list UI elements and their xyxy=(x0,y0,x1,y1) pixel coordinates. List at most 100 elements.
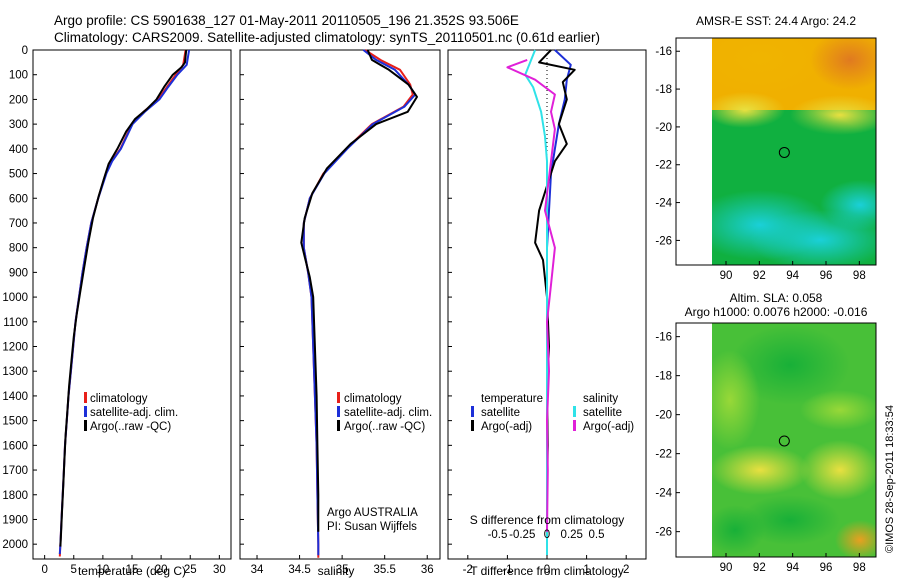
s-tick-label: -0.25 xyxy=(509,529,535,541)
x-tick-label: 5 xyxy=(71,564,77,576)
legend-label: climatology xyxy=(90,393,148,405)
x-tick-label: 2 xyxy=(623,564,629,576)
lon-tick-label: 92 xyxy=(753,562,766,574)
difference-series xyxy=(506,49,576,559)
s-tick-label: 0.5 xyxy=(589,529,605,541)
difference-legend: temperature salinity satellite Argo(-adj… xyxy=(471,393,634,433)
sst-map-title: AMSR-E SST: 24.4 Argo: 24.2 xyxy=(696,14,856,28)
lon-tick-label: 94 xyxy=(786,562,799,574)
salinity-panel-frame xyxy=(239,49,441,560)
x-tick-label: 35 xyxy=(336,564,349,576)
x-tick-label: -2 xyxy=(463,564,473,576)
sst-map-frame xyxy=(675,37,877,266)
legend-title-temperature: temperature xyxy=(481,393,543,405)
lat-tick-label: -20 xyxy=(655,122,672,134)
lat-tick-label: -24 xyxy=(655,198,672,210)
legend-label: climatology xyxy=(344,393,402,405)
depth-tick-label: 1700 xyxy=(2,465,28,477)
sla-map-subtitle: Argo h1000: 0.0076 h2000: -0.016 xyxy=(685,305,868,319)
legend-title-salinity: salinity xyxy=(583,393,618,405)
x-tick-label: 20 xyxy=(155,564,168,576)
s-tick-label: 0.25 xyxy=(561,529,583,541)
legend-swatch-s-argo xyxy=(573,420,576,431)
argo-position-marker xyxy=(778,435,790,447)
series-line xyxy=(524,49,548,556)
lon-tick-label: 94 xyxy=(786,270,799,282)
x-tick-label: 0 xyxy=(544,564,550,576)
depth-tick-label: 1500 xyxy=(2,416,28,428)
depth-tick-label: 500 xyxy=(9,169,28,181)
series-line xyxy=(59,49,188,547)
x-tick-label: 34.5 xyxy=(288,564,310,576)
legend-swatch-t-satellite xyxy=(471,406,474,417)
depth-tick-label: 1100 xyxy=(3,317,28,329)
legend-label: Argo(..raw -QC) xyxy=(90,421,171,433)
depth-tick-label: 700 xyxy=(9,218,28,230)
x-tick-label: 35.5 xyxy=(373,564,395,576)
lon-tick-label: 98 xyxy=(853,562,866,574)
depth-tick-label: 2000 xyxy=(2,539,28,551)
header-line-1: Argo profile: CS 5901638_127 01-May-2011… xyxy=(54,13,519,28)
legend-label: satellite-adj. clim. xyxy=(344,407,432,419)
depth-tick-label: 1200 xyxy=(2,342,28,354)
legend-swatch-s-satellite xyxy=(573,406,576,417)
lat-tick-label: -16 xyxy=(655,332,672,344)
annotation-pi: PI: Susan Wijffels xyxy=(327,521,417,533)
x-tick-label: 34 xyxy=(251,564,264,576)
difference-x-ticks: -2 -1 0 1 2 -0.5 -0.25 0 0.25 0.5 xyxy=(463,529,630,576)
depth-tick-label: 100 xyxy=(9,70,28,82)
lon-tick-label: 90 xyxy=(720,562,733,574)
salinity-x-ticks: 34 34.5 35 35.5 36 xyxy=(251,555,434,576)
x-tick-label: -1 xyxy=(502,564,512,576)
series-line xyxy=(302,49,417,556)
depth-tick-label: 1300 xyxy=(2,366,28,378)
legend-swatch-satellite xyxy=(84,406,87,417)
depth-tick-label: 900 xyxy=(9,267,28,279)
lat-tick-label: -18 xyxy=(655,84,672,96)
series-line xyxy=(302,49,414,558)
depth-tick-label: 1000 xyxy=(2,292,28,304)
lon-tick-label: 96 xyxy=(820,562,833,574)
x-tick-label: 36 xyxy=(421,564,434,576)
depth-tick-label: 1800 xyxy=(2,490,28,502)
legend-swatch-satellite xyxy=(337,406,340,417)
x-tick-label: 15 xyxy=(126,564,139,576)
temperature-x-ticks: 0 5 10 15 20 25 30 xyxy=(41,555,226,576)
lat-tick-label: -22 xyxy=(655,160,672,172)
legend-label: satellite xyxy=(583,407,622,419)
series-line xyxy=(506,58,556,532)
lon-tick-label: 92 xyxy=(753,270,766,282)
depth-tick-label: 400 xyxy=(9,144,28,156)
series-line xyxy=(534,49,576,532)
legend-label: Argo(-adj) xyxy=(583,421,634,433)
series-line xyxy=(300,49,418,532)
x-tick-label: 10 xyxy=(96,564,109,576)
argo-position-marker xyxy=(778,146,790,158)
sst-map-ticks: 90 92 94 96 98 -16 -18 -20 -22 -24 -26 xyxy=(655,46,865,282)
sla-heatmap xyxy=(712,323,876,557)
temperature-series xyxy=(58,49,191,557)
lat-tick-label: -20 xyxy=(655,410,672,422)
lon-tick-label: 98 xyxy=(853,270,866,282)
s-difference-xlabel: S difference from climatology xyxy=(470,513,625,527)
depth-tick-label: 800 xyxy=(9,243,28,255)
depth-tick-label: 200 xyxy=(9,94,28,106)
temperature-xlabel: temperature (deg C) xyxy=(78,564,186,578)
depth-tick-label: 1400 xyxy=(2,391,28,403)
legend-label: satellite xyxy=(481,407,520,419)
x-tick-label: 30 xyxy=(213,564,226,576)
s-tick-label: -0.5 xyxy=(488,529,508,541)
depth-tick-label: 1600 xyxy=(2,440,28,452)
temperature-legend: climatology satellite-adj. clim. Argo(..… xyxy=(84,392,178,433)
legend-label: Argo(-adj) xyxy=(481,421,532,433)
x-tick-label: 0 xyxy=(41,564,47,576)
sst-heatmap xyxy=(712,38,876,265)
header-line-2: Climatology: CARS2009. Satellite-adjuste… xyxy=(54,30,600,45)
t-difference-xlabel: T difference from climatology xyxy=(470,564,624,578)
depth-tick-label: 600 xyxy=(9,193,28,205)
x-tick-label: 25 xyxy=(184,564,197,576)
sla-map-title: Altim. SLA: 0.058 xyxy=(730,291,823,305)
legend-swatch-climatology xyxy=(84,392,87,403)
lon-tick-label: 96 xyxy=(820,270,833,282)
